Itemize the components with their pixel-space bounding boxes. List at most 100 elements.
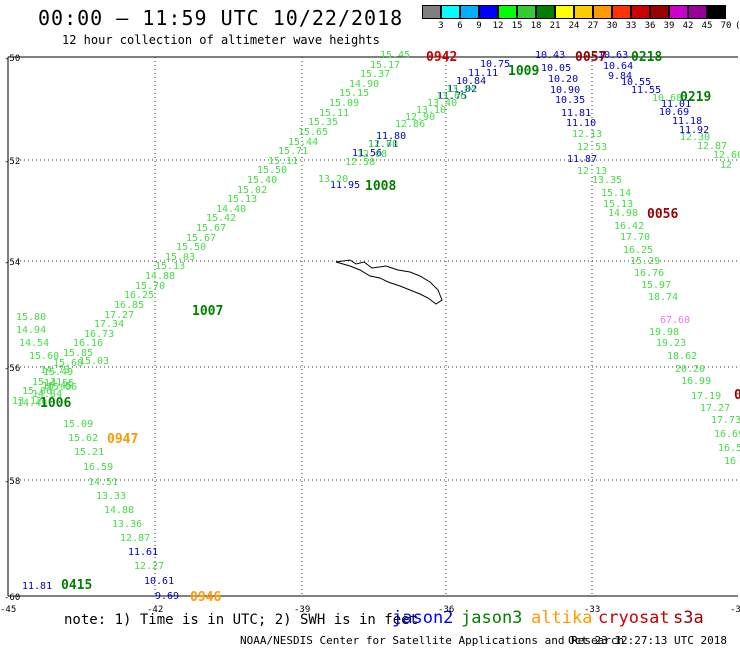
wave-height-label: 15.50 xyxy=(176,242,206,253)
wave-height-label: 15.03 xyxy=(79,356,109,367)
wave-height-label: 15.06 xyxy=(47,382,77,393)
wave-height-label: 12.30 xyxy=(680,132,710,143)
wave-height-label: 15.70 xyxy=(135,281,165,292)
legend-label: 42 xyxy=(682,21,694,31)
wave-height-label: 14.40 xyxy=(216,204,246,215)
legend-label: 18 xyxy=(530,21,542,31)
wave-height-label: 18.74 xyxy=(648,292,678,303)
wave-height-label: 11.71 xyxy=(368,139,398,150)
wave-height-label: 17.27 xyxy=(700,403,730,414)
wave-height-label: 14.98 xyxy=(608,208,638,219)
legend-label: 27 xyxy=(587,21,599,31)
wave-height-label: 20.20 xyxy=(675,364,705,375)
wave-height-label: 11.61 xyxy=(128,547,158,558)
pass-time-label: 0 xyxy=(734,388,740,403)
pass-time-label: 1007 xyxy=(192,304,223,319)
wave-height-label: 16.16 xyxy=(73,338,103,349)
wave-height-label: 15.67 xyxy=(186,233,216,244)
wave-height-label: 10.90 xyxy=(550,85,580,96)
wave-height-label: 14.73 xyxy=(40,365,70,376)
wave-height-label: 12.80 xyxy=(368,139,398,150)
pass-time-label: 0947 xyxy=(107,432,138,447)
wave-height-label: 14.51 xyxy=(88,477,118,488)
wave-height-label: 10.43 xyxy=(535,50,565,61)
wave-height-label: 15.17 xyxy=(370,60,400,71)
legend-swatch xyxy=(669,5,688,19)
wave-height-label: 12.27 xyxy=(134,561,164,572)
wave-height-label: 15.80 xyxy=(16,312,46,323)
pass-time-label: 1009 xyxy=(508,64,539,79)
lat-label: -60 xyxy=(4,593,20,603)
wave-height-label: 12.13 xyxy=(572,129,602,140)
lon-label: -39 xyxy=(294,605,310,615)
wave-height-label: 16.5 xyxy=(718,443,740,454)
satellite-name: s3a xyxy=(673,608,704,628)
south-georgia-coastline xyxy=(335,259,443,305)
wave-height-label: 14.88 xyxy=(145,271,175,282)
wave-height-label: 15.35 xyxy=(308,117,338,128)
wave-height-label: 12.53 xyxy=(577,142,607,153)
legend-label: 12 xyxy=(492,21,504,31)
wave-height-label: 16.85 xyxy=(114,300,144,311)
wave-height-label: 67.60 xyxy=(660,315,690,326)
wave-height-label: 11.55 xyxy=(631,85,661,96)
wave-height-label: 15.13 xyxy=(603,199,633,210)
legend-swatch xyxy=(593,5,612,19)
wave-height-label: 10.61 xyxy=(144,576,174,587)
wave-height-label: 11.10 xyxy=(566,118,596,129)
wave-height-label: 12.87 xyxy=(697,141,727,152)
wave-height-label: 16.42 xyxy=(614,221,644,232)
wave-height-label: 15.40 xyxy=(247,175,277,186)
wave-height-label: 10.69 xyxy=(659,107,689,118)
lat-label: -56 xyxy=(4,364,20,374)
wave-height-label: 12.60 xyxy=(713,150,740,161)
satellite-name: altika xyxy=(531,608,593,628)
wave-height-label: 13.40 xyxy=(427,98,457,109)
wave-height-label: 11.95 xyxy=(330,180,360,191)
wave-height-label: 11.81 xyxy=(22,581,52,592)
wave-height-label: 12.68 xyxy=(357,149,387,160)
wave-height-label: 11.02 xyxy=(447,84,477,95)
wave-height-label: 11.81 xyxy=(561,108,591,119)
wave-height-label: 15.62 xyxy=(68,433,98,444)
legend-label: 30 xyxy=(606,21,618,31)
lat-label: -52 xyxy=(4,157,20,167)
satellite-name: cryosat xyxy=(598,608,670,628)
wave-height-label: 11.01 xyxy=(661,99,691,110)
pass-time-label: 0219 xyxy=(680,90,711,105)
wave-height-label: 10.20 xyxy=(548,74,578,85)
wave-height-label: 15.03 xyxy=(165,252,195,263)
footer-note: note: 1) Time is in UTC; 2) SWH is in fe… xyxy=(64,612,419,628)
wave-height-label: 15.15 xyxy=(339,88,369,99)
legend-swatch xyxy=(479,5,498,19)
legend-label: 39 xyxy=(663,21,675,31)
wave-height-label: 11.75 xyxy=(437,91,467,102)
wave-height-label: 12 xyxy=(720,160,732,171)
lat-label: -58 xyxy=(4,477,20,487)
wave-height-label: 15.67 xyxy=(196,223,226,234)
pass-time-label: 0218 xyxy=(631,50,662,65)
wave-height-label: 15.65 xyxy=(298,127,328,138)
wave-height-label: 17.70 xyxy=(620,232,650,243)
wave-height-label: 11.11 xyxy=(468,68,498,79)
wave-height-label: 13.10 xyxy=(416,105,446,116)
wave-height-label: 14.88 xyxy=(104,505,134,516)
legend-swatch xyxy=(555,5,574,19)
wave-height-label: 15.60 xyxy=(29,351,59,362)
wave-height-label: 15.44 xyxy=(288,137,318,148)
lon-label: -36 xyxy=(438,605,454,615)
wave-height-label: 15.21 xyxy=(74,447,104,458)
legend-swatch xyxy=(498,5,517,19)
wave-height-label: 14.94 xyxy=(16,325,46,336)
wave-height-label: 12.87 xyxy=(120,533,150,544)
wave-height-label: 16.73 xyxy=(84,329,114,340)
wave-height-label: 15.11 xyxy=(268,156,298,167)
wave-height-label: 17.19 xyxy=(691,391,721,402)
legend-label: 70 xyxy=(720,21,732,31)
wave-height-label: 10.64 xyxy=(603,61,633,72)
wave-height-label: 11.80 xyxy=(376,131,406,142)
wave-height-label: 15.49 xyxy=(43,367,73,378)
legend-swatch xyxy=(650,5,669,19)
wave-height-label: 13.36 xyxy=(112,519,142,530)
